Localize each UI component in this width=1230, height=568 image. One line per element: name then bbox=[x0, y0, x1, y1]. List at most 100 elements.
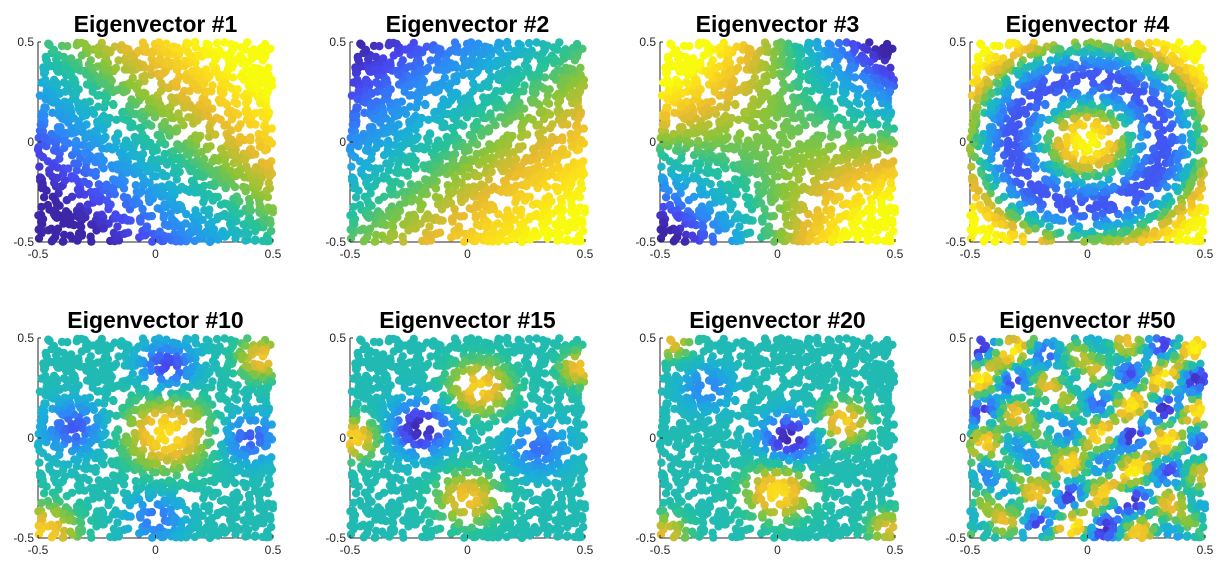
data-point bbox=[41, 76, 49, 84]
scatter-points bbox=[966, 38, 1209, 246]
data-point bbox=[105, 114, 113, 122]
data-point bbox=[173, 140, 181, 148]
data-point bbox=[416, 66, 424, 74]
data-point bbox=[123, 216, 131, 224]
data-point bbox=[440, 66, 448, 74]
data-point bbox=[657, 234, 665, 242]
data-point bbox=[873, 237, 881, 245]
data-point bbox=[816, 52, 824, 60]
data-point bbox=[417, 114, 425, 122]
data-point bbox=[514, 228, 522, 236]
data-point bbox=[675, 174, 683, 182]
data-point bbox=[507, 184, 515, 192]
data-point bbox=[258, 237, 266, 245]
data-point bbox=[118, 150, 126, 158]
data-point bbox=[498, 113, 506, 121]
data-point bbox=[858, 209, 866, 217]
data-point bbox=[211, 130, 219, 138]
data-point bbox=[162, 234, 170, 242]
data-point bbox=[575, 187, 583, 195]
data-point bbox=[76, 221, 84, 229]
data-point bbox=[55, 155, 63, 163]
y-tick-label: 0 bbox=[649, 135, 656, 149]
data-point bbox=[111, 176, 119, 184]
data-point bbox=[746, 142, 754, 150]
data-point bbox=[523, 168, 531, 176]
data-point bbox=[507, 74, 515, 82]
data-point bbox=[576, 169, 584, 177]
data-point bbox=[485, 140, 493, 148]
data-point bbox=[569, 108, 577, 116]
data-point bbox=[577, 179, 585, 187]
data-point bbox=[160, 121, 168, 129]
data-point bbox=[541, 46, 549, 54]
data-point bbox=[114, 130, 122, 138]
data-point bbox=[486, 235, 494, 243]
data-point bbox=[128, 59, 136, 67]
y-tick-label: -0.5 bbox=[635, 235, 656, 249]
data-point bbox=[720, 79, 728, 87]
data-point bbox=[74, 185, 82, 193]
data-point bbox=[367, 102, 375, 110]
data-point bbox=[436, 229, 444, 237]
data-point bbox=[497, 151, 505, 159]
data-point bbox=[698, 108, 706, 116]
data-point bbox=[696, 122, 704, 130]
data-point bbox=[544, 227, 552, 235]
scatter-points bbox=[34, 38, 277, 246]
data-point bbox=[690, 193, 698, 201]
data-point bbox=[700, 51, 708, 59]
data-point bbox=[206, 220, 214, 228]
data-point bbox=[529, 116, 537, 124]
data-point bbox=[60, 53, 68, 61]
data-point bbox=[487, 62, 495, 70]
data-point bbox=[120, 193, 128, 201]
data-point bbox=[663, 95, 671, 103]
data-point bbox=[468, 100, 476, 108]
data-point bbox=[464, 143, 472, 151]
data-point bbox=[375, 42, 383, 50]
data-point bbox=[497, 188, 505, 196]
data-point bbox=[196, 101, 204, 109]
data-point bbox=[787, 180, 795, 188]
data-point bbox=[421, 185, 429, 193]
data-point bbox=[795, 140, 803, 148]
data-point bbox=[361, 93, 369, 101]
data-point bbox=[844, 173, 852, 181]
data-point bbox=[886, 203, 894, 211]
data-point bbox=[791, 202, 799, 210]
data-point bbox=[699, 39, 707, 47]
data-point bbox=[709, 220, 717, 228]
data-point bbox=[169, 202, 177, 210]
data-point bbox=[550, 56, 558, 64]
data-point bbox=[84, 201, 92, 209]
data-point bbox=[355, 57, 363, 65]
x-tick-label: 0 bbox=[464, 247, 471, 261]
data-point bbox=[372, 53, 380, 61]
data-point bbox=[746, 229, 754, 237]
data-point bbox=[435, 216, 443, 224]
data-point bbox=[806, 40, 814, 48]
data-point bbox=[807, 188, 815, 196]
data-point bbox=[477, 180, 485, 188]
data-point bbox=[60, 137, 68, 145]
data-point bbox=[141, 72, 149, 80]
data-point bbox=[401, 88, 409, 96]
data-point bbox=[881, 77, 889, 85]
data-point bbox=[405, 62, 413, 70]
data-point bbox=[546, 110, 554, 118]
panel-title: Eigenvector #1 bbox=[74, 11, 238, 37]
data-point bbox=[132, 181, 140, 189]
data-point bbox=[246, 133, 254, 141]
data-point bbox=[853, 183, 861, 191]
data-point bbox=[192, 43, 200, 51]
data-point bbox=[682, 137, 690, 145]
data-point bbox=[124, 45, 132, 53]
data-point bbox=[55, 102, 63, 110]
data-point bbox=[684, 65, 692, 73]
data-point bbox=[659, 120, 667, 128]
data-point bbox=[404, 168, 412, 176]
data-point bbox=[361, 162, 369, 170]
data-point bbox=[688, 232, 696, 240]
